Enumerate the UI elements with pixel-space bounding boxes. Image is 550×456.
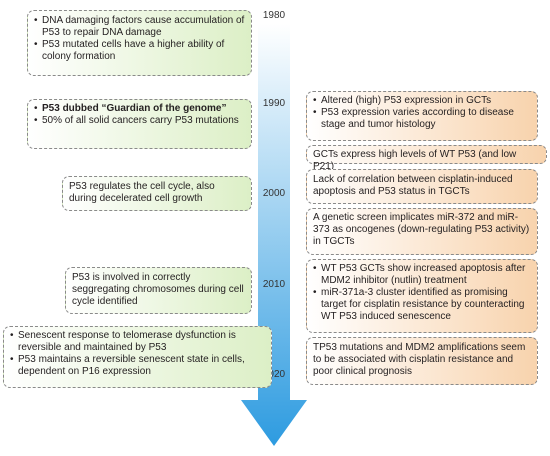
event-text: Lack of correlation between cisplatin-in…: [313, 174, 513, 197]
event-item: Altered (high) P53 expression in GCTs: [313, 95, 531, 107]
event-item: DNA damaging factors cause accumulation …: [34, 15, 245, 39]
left-event-box: P53 dubbed “Guardian of the genome” 50% …: [27, 99, 252, 149]
event-item: 50% of all solid cancers carry P53 mutat…: [34, 115, 245, 127]
year-label-2000: 2000: [262, 188, 286, 199]
left-event-box: Senescent response to telomerase dysfunc…: [3, 326, 272, 388]
event-item: P53 mutated cells have a higher ability …: [34, 39, 245, 63]
right-event-box: TP53 mutations and MDM2 amplifications s…: [306, 337, 538, 385]
right-event-box: WT P53 GCTs show increased apoptosis aft…: [306, 259, 538, 333]
right-event-box: GCTs express high levels of WT P53 (and …: [306, 145, 547, 172]
right-event-box: A genetic screen implicates miR-372 and …: [306, 208, 538, 255]
event-text: P53 is involved in correctly seggregatin…: [72, 272, 244, 307]
left-event-box: P53 regulates the cell cycle, also durin…: [62, 176, 252, 211]
right-event-box: Altered (high) P53 expression in GCTs P5…: [306, 91, 538, 141]
event-text: A genetic screen implicates miR-372 and …: [313, 212, 530, 247]
event-item: miR-371a-3 cluster identified as promisi…: [313, 287, 531, 323]
year-label-2020: 2020: [262, 369, 286, 380]
left-event-box: DNA damaging factors cause accumulation …: [27, 10, 252, 76]
event-text: TP53 mutations and MDM2 amplifications s…: [313, 342, 526, 377]
event-item: WT P53 GCTs show increased apoptosis aft…: [313, 263, 531, 287]
right-event-box: Lack of correlation between cisplatin-in…: [306, 169, 538, 204]
event-item-bold: P53 dubbed “Guardian of the genome”: [34, 103, 245, 115]
event-item: Senescent response to telomerase dysfunc…: [10, 330, 265, 354]
left-event-box: P53 is involved in correctly seggregatin…: [65, 267, 252, 314]
year-label-1990: 1990: [262, 98, 286, 109]
year-label-2010: 2010: [262, 279, 286, 290]
event-text: GCTs express high levels of WT P53 (and …: [313, 149, 517, 172]
timeline-arrow-shape: [241, 24, 307, 446]
event-item: P53 maintains a reversible senescent sta…: [10, 354, 265, 378]
year-label-1980: 1980: [262, 10, 286, 21]
event-item: P53 expression varies according to disea…: [313, 107, 531, 131]
event-text: P53 regulates the cell cycle, also durin…: [69, 181, 215, 204]
